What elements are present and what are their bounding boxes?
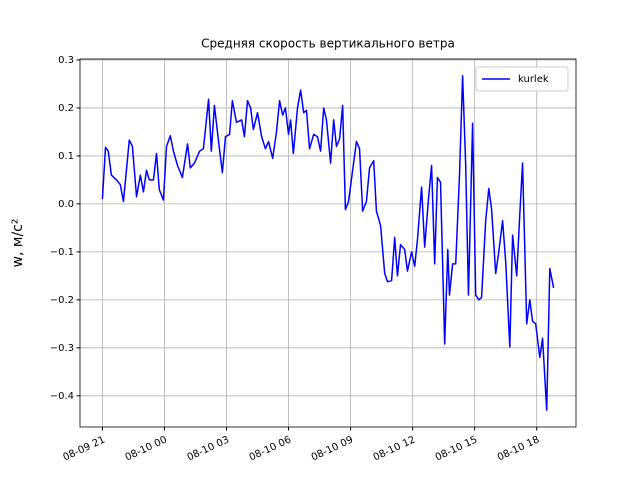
x-tick-label: 08-10 03 bbox=[186, 434, 231, 463]
x-tick-label: 08-10 12 bbox=[372, 434, 417, 463]
legend-label: kurlek bbox=[518, 74, 549, 85]
y-tick-label: −0.3 bbox=[50, 343, 74, 354]
x-tick-label: 08-10 06 bbox=[248, 434, 293, 463]
x-tick-label: 08-10 00 bbox=[124, 434, 169, 463]
chart-title: Средняя скорость вертикального ветра bbox=[201, 37, 455, 51]
x-tick-label: 08-09 21 bbox=[62, 434, 107, 463]
data-line bbox=[101, 75, 555, 411]
legend-box bbox=[475, 66, 569, 92]
y-tick-label: −0.1 bbox=[50, 247, 74, 258]
x-tick-label: 08-10 15 bbox=[434, 434, 479, 463]
y-tick-label: −0.4 bbox=[50, 391, 74, 402]
y-tick-label: −0.2 bbox=[50, 295, 74, 306]
x-tick-label: 08-10 09 bbox=[310, 434, 355, 463]
y-axis-label: w, м/с² bbox=[10, 219, 26, 268]
y-tick-label: 0.0 bbox=[58, 199, 74, 210]
y-tick-label: 0.3 bbox=[58, 55, 74, 66]
x-tick-label: 08-10 18 bbox=[496, 434, 541, 463]
y-tick-label: 0.1 bbox=[58, 151, 74, 162]
plot-frame bbox=[79, 58, 577, 428]
y-tick-label: 0.2 bbox=[58, 103, 74, 114]
